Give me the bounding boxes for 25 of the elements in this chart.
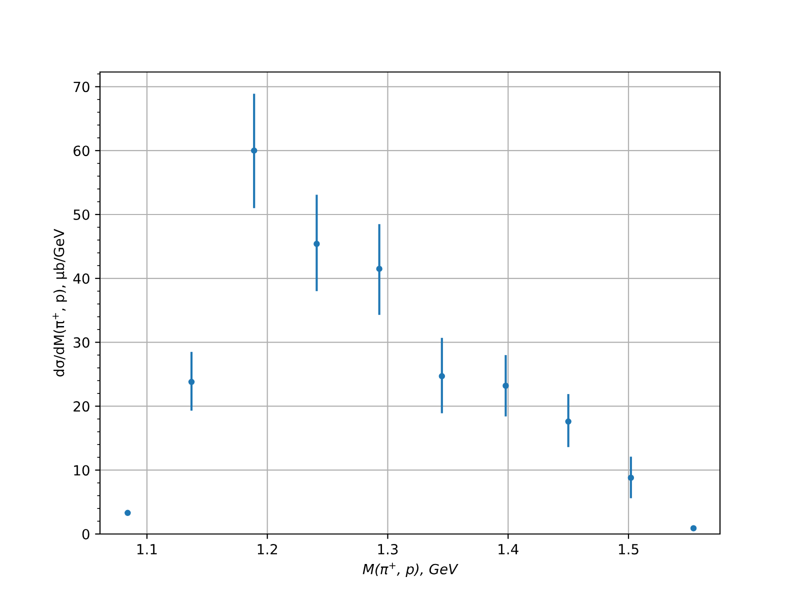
x-tick-label: 1.1 bbox=[137, 544, 157, 554]
point bbox=[188, 378, 195, 386]
point bbox=[690, 525, 697, 532]
y-tick-label: 50 bbox=[74, 209, 90, 220]
x-tick-label: 1.4 bbox=[498, 544, 518, 554]
point bbox=[565, 418, 572, 425]
point bbox=[438, 373, 446, 380]
point bbox=[124, 510, 131, 516]
y-tick-label: 30 bbox=[74, 337, 90, 348]
point bbox=[502, 382, 509, 389]
y-tick-label: 10 bbox=[74, 465, 90, 476]
y-tick-label: 60 bbox=[74, 146, 90, 156]
x-tick-label: 1.3 bbox=[378, 544, 398, 554]
point bbox=[628, 474, 634, 481]
point bbox=[376, 266, 382, 272]
point bbox=[314, 240, 320, 248]
y-tick-label: 40 bbox=[73, 273, 90, 284]
point bbox=[250, 147, 258, 154]
y-axis-title: dσ/dM(π$^{+}$, p), μb/GeV bbox=[52, 228, 67, 377]
x-axis-title: M(π$^{+}$, p), GeV bbox=[362, 562, 458, 578]
y-tick-label: 70 bbox=[74, 82, 90, 92]
y-tick-label: 0 bbox=[82, 528, 90, 540]
x-tick-label: 1.5 bbox=[618, 544, 638, 554]
x-tick-label: 1.2 bbox=[258, 544, 277, 554]
y-tick-label: 20 bbox=[74, 401, 90, 412]
